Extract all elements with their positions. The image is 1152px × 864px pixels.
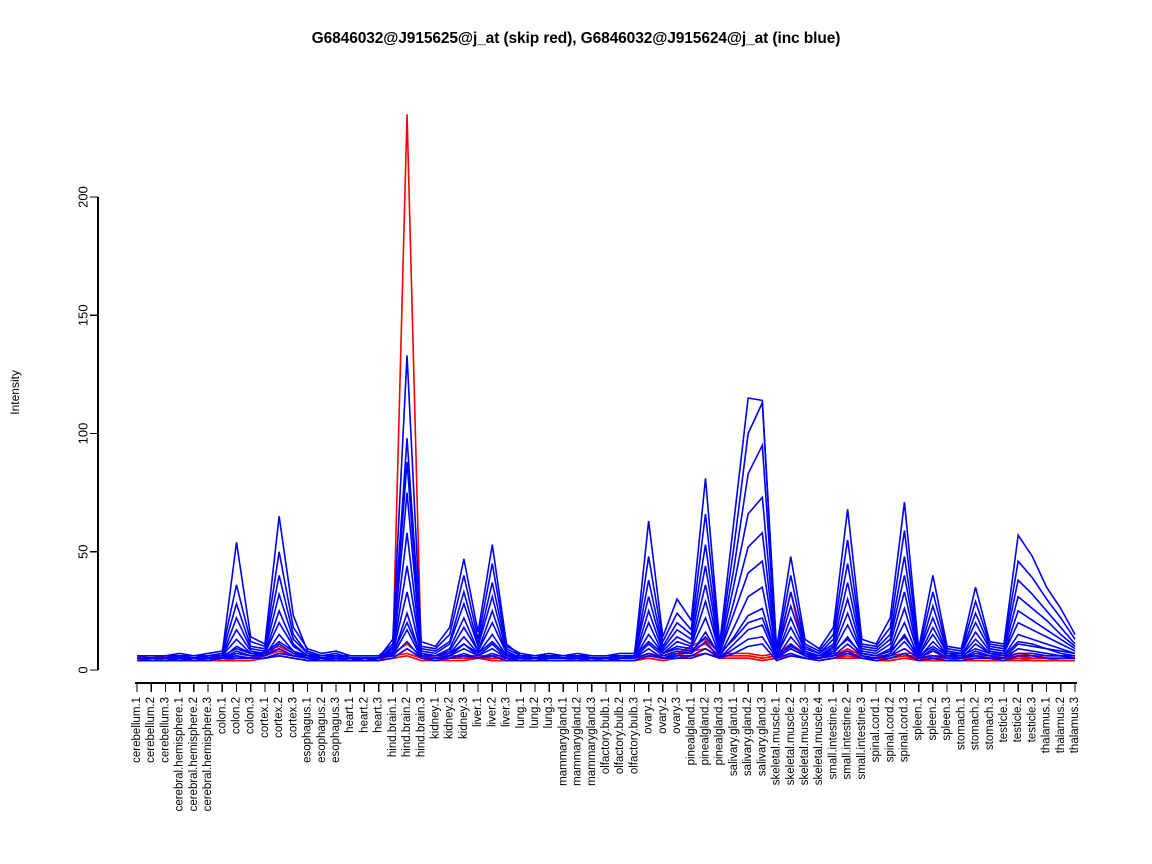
x-tick-label: liver.2 [486,697,498,727]
x-tick-label: esophagus.1 [302,697,314,763]
x-tick-label: salivary.gland.3 [756,697,768,776]
x-tick-label: thalamus.1 [1041,697,1053,753]
y-tick-label: 0 [75,666,90,673]
x-tick-label: olfactory.bulb.3 [628,697,640,774]
x-tick-label: pinealgland.1 [685,697,697,765]
x-tick-label: spleen.2 [927,697,939,740]
x-tick-label: mammarygland.2 [572,697,584,786]
x-tick-label: salivary.gland.1 [728,697,740,776]
y-tick-label: 150 [75,304,90,326]
x-tick-label: small.intestine.3 [856,697,868,779]
y-tick-label: 50 [75,545,90,559]
x-tick-label: colon.3 [245,697,257,734]
x-tick-label: stomach.3 [984,697,996,750]
x-tick-label: lung.3 [543,697,555,728]
x-tick-label: esophagus.3 [330,697,342,763]
x-tick-labels: cerebellum.1 cerebellum.2 cerebellum.3 cere… [131,696,1081,811]
x-tick-label: cerebellum.2 [145,697,157,763]
x-tick-label: mammarygland.3 [586,697,598,786]
x-tick-label: lung.2 [529,697,541,728]
x-tick-label: cortex.3 [287,697,299,738]
x-tick-label: testicle.1 [998,697,1010,742]
x-tick-label: hind.brain.2 [401,697,413,757]
x-tick-label: spleen.3 [941,697,953,740]
x-tick-label: spinal.cord.1 [870,697,882,762]
x-tick-label: liver.1 [472,697,484,727]
x-tick-label: salivary.gland.2 [742,697,754,776]
x-tick-label: esophagus.2 [316,697,328,763]
x-tick-label: cortex.2 [273,697,285,738]
x-tick-label: kidney.1 [429,697,441,739]
x-tick-label: skeletal.muscle.1 [771,697,783,785]
x-tick-label: liver.3 [501,697,513,727]
x-tick-label: cerebral.hemisphere.1 [174,697,186,811]
x-tick-label: thalamus.3 [1069,697,1081,753]
series-line-inc.b12 [137,643,1075,662]
x-tick-label: cerebral.hemisphere.2 [188,697,200,811]
x-tick-label: lung.1 [515,697,527,728]
series-line-inc.b11 [137,616,1076,658]
x-tick-label: mammarygland.1 [557,697,569,786]
x-tick-label: cerebellum.3 [159,697,171,763]
x-axis [135,682,1077,692]
x-tick-label: heart.1 [344,697,356,733]
x-tick-label: colon.1 [216,697,228,734]
x-tick-label: ovary.2 [657,697,669,734]
x-tick-label: skeletal.muscle.4 [813,696,825,785]
x-tick-label: pinealgland.2 [700,697,712,765]
x-tick-label: hind.brain.3 [415,697,427,757]
series-line-inc.b4 [137,492,1076,659]
x-tick-label: small.intestine.2 [842,697,854,779]
x-tick-label: testicle.3 [1026,697,1038,742]
x-tick-label: skeletal.muscle.2 [785,697,797,785]
x-tick-label: skeletal.muscle.3 [799,697,811,785]
x-tick-label: heart.3 [373,697,385,733]
x-tick-label: olfactory.bulb.2 [614,697,626,774]
x-tick-label: pinealgland.3 [714,697,726,765]
x-tick-label: thalamus.2 [1055,697,1067,753]
series-line-inc.b10 [137,636,1076,660]
x-tick-label: heart.2 [358,697,370,733]
x-tick-label: cerebral.hemisphere.3 [202,697,214,811]
x-tick-label: cerebellum.1 [131,697,143,763]
data-series-group [136,114,1076,662]
x-tick-label: kidney.3 [458,697,470,739]
x-tick-label: small.intestine.1 [827,697,839,779]
y-axis: 0 50 100 150 200 [75,186,99,674]
x-tick-label: spleen.1 [913,697,925,740]
x-tick-label: testicle.2 [1012,697,1024,742]
y-tick-label: 100 [75,423,90,445]
x-tick-label: hind.brain.1 [387,697,399,757]
x-tick-label: ovary.3 [671,697,683,734]
x-tick-label: cortex.1 [259,697,271,738]
x-tick-label: spinal.cord.3 [898,697,910,762]
x-tick-label: ovary.1 [643,697,655,734]
x-tick-label: spinal.cord.2 [884,697,896,762]
x-tick-label: olfactory.bulb.1 [600,697,612,774]
y-tick-label: 200 [75,186,90,208]
x-tick-label: colon.2 [231,697,243,734]
chart-title: G6846032@J915625@j_at (skip red), G68460… [311,30,841,47]
x-tick-label: kidney.2 [444,697,456,739]
x-tick-label: stomach.1 [955,697,967,750]
x-tick-label: stomach.2 [970,697,982,750]
